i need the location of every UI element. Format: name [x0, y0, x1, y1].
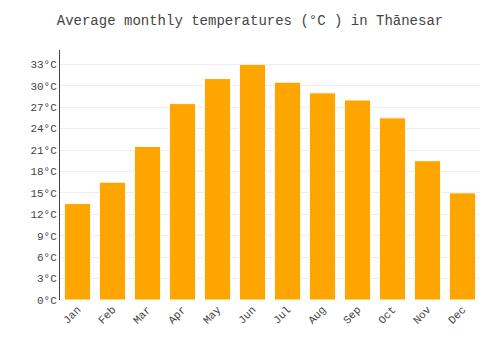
- svg-text:21°C: 21°C: [30, 145, 57, 157]
- svg-text:Nov: Nov: [411, 304, 434, 327]
- svg-text:6°C: 6°C: [37, 252, 57, 264]
- svg-text:18°C: 18°C: [30, 166, 57, 178]
- svg-text:Jan: Jan: [61, 304, 83, 326]
- svg-text:9°C: 9°C: [37, 231, 57, 243]
- svg-text:0°C: 0°C: [37, 295, 57, 307]
- svg-text:24°C: 24°C: [30, 123, 57, 135]
- svg-text:Dec: Dec: [446, 304, 468, 326]
- svg-text:12°C: 12°C: [30, 209, 57, 221]
- svg-text:Aug: Aug: [306, 304, 328, 326]
- svg-text:30°C: 30°C: [30, 81, 57, 93]
- svg-text:Jun: Jun: [236, 304, 258, 326]
- svg-text:May: May: [201, 304, 224, 327]
- svg-text:Oct: Oct: [376, 304, 398, 326]
- svg-text:Apr: Apr: [166, 304, 188, 326]
- svg-text:Feb: Feb: [96, 304, 118, 326]
- svg-text:15°C: 15°C: [30, 188, 57, 200]
- svg-text:Average monthly temperatures (: Average monthly temperatures (°C ) in Th…: [57, 13, 443, 29]
- svg-text:33°C: 33°C: [30, 59, 57, 71]
- svg-text:Mar: Mar: [131, 304, 153, 326]
- svg-text:3°C: 3°C: [37, 273, 57, 285]
- svg-text:Sep: Sep: [341, 304, 363, 326]
- svg-text:27°C: 27°C: [30, 102, 57, 114]
- svg-text:Jul: Jul: [271, 304, 293, 326]
